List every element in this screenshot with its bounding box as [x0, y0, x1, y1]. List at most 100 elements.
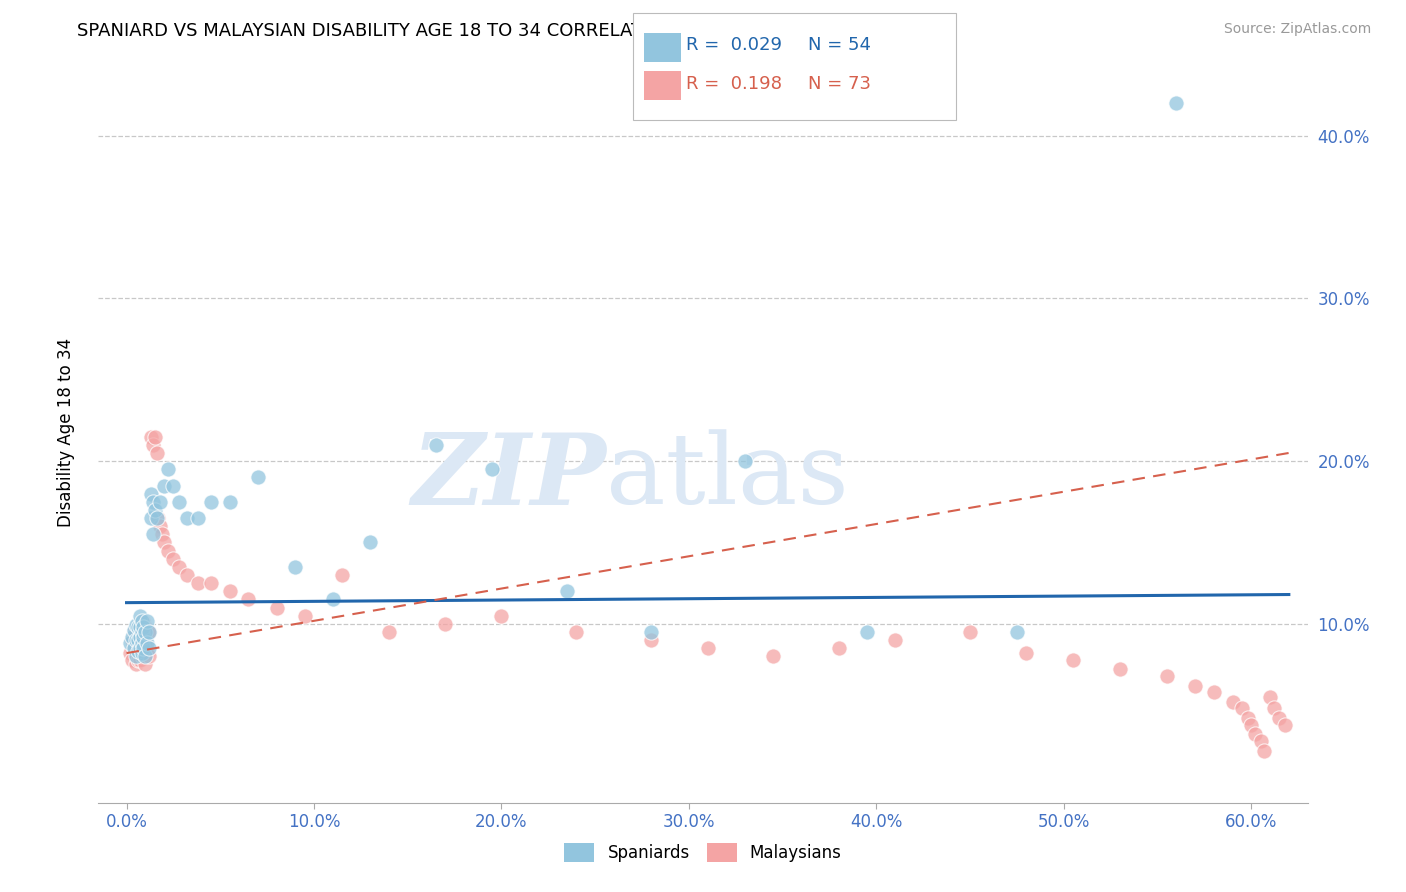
Point: [491, 608, 513, 623]
Point: [128, 636, 150, 650]
Point: [131, 614, 153, 628]
Point: [127, 636, 149, 650]
Point: [640, 624, 662, 639]
Point: [122, 624, 145, 639]
Point: [156, 462, 179, 476]
Point: [139, 430, 162, 444]
Point: [131, 624, 153, 639]
Point: [125, 624, 148, 639]
Point: [156, 543, 179, 558]
Point: [127, 644, 149, 658]
Point: [122, 641, 145, 656]
Point: [148, 511, 170, 525]
Point: [134, 657, 156, 672]
Point: [1109, 662, 1132, 676]
Legend: Spaniards, Malaysians: Spaniards, Malaysians: [558, 836, 848, 869]
Point: [121, 630, 143, 644]
Point: [143, 503, 166, 517]
Point: [187, 576, 209, 591]
Point: [149, 495, 172, 509]
Point: [1230, 701, 1253, 715]
Point: [138, 649, 160, 664]
Point: [150, 527, 173, 541]
Point: [128, 641, 150, 656]
Point: [1236, 711, 1258, 725]
Point: [200, 576, 222, 591]
Point: [122, 641, 145, 656]
Point: [142, 495, 165, 509]
Point: [1253, 744, 1275, 758]
Point: [153, 535, 176, 549]
Point: [132, 614, 155, 628]
Point: [856, 624, 879, 639]
Point: [640, 633, 662, 648]
Point: [153, 478, 176, 492]
Point: [121, 633, 143, 648]
Point: [322, 592, 344, 607]
Point: [565, 624, 588, 639]
Point: [127, 620, 149, 634]
Point: [131, 636, 153, 650]
Point: [134, 636, 156, 650]
Point: [1015, 646, 1038, 660]
Point: [136, 614, 159, 628]
Point: [294, 608, 316, 623]
Point: [481, 462, 503, 476]
Text: N = 73: N = 73: [808, 75, 872, 93]
Point: [434, 616, 457, 631]
Point: [128, 630, 150, 644]
Point: [122, 624, 145, 638]
Point: [1244, 727, 1267, 741]
Point: [284, 559, 307, 574]
Point: [167, 559, 190, 574]
Point: [132, 630, 155, 644]
Point: [162, 551, 184, 566]
Point: [238, 592, 260, 607]
Point: [1240, 717, 1263, 731]
Point: [187, 511, 209, 525]
Point: [330, 568, 353, 582]
Point: [145, 511, 167, 525]
Point: [125, 641, 148, 656]
Point: [246, 470, 269, 484]
Point: [218, 495, 240, 509]
Point: [378, 624, 401, 639]
Point: [1250, 734, 1272, 748]
Point: [266, 600, 288, 615]
Text: SPANIARD VS MALAYSIAN DISABILITY AGE 18 TO 34 CORRELATION CHART: SPANIARD VS MALAYSIAN DISABILITY AGE 18 …: [77, 22, 742, 40]
Point: [136, 646, 159, 660]
Point: [138, 624, 160, 639]
Point: [132, 620, 155, 634]
Text: Source: ZipAtlas.com: Source: ZipAtlas.com: [1223, 22, 1371, 37]
Point: [134, 620, 156, 634]
Point: [139, 486, 162, 500]
Point: [1184, 679, 1206, 693]
Point: [425, 438, 447, 452]
Point: [131, 633, 153, 648]
Point: [149, 519, 172, 533]
Point: [143, 430, 166, 444]
Point: [1274, 717, 1296, 731]
Point: [127, 633, 149, 648]
Point: [136, 636, 159, 650]
Point: [828, 641, 851, 656]
Point: [127, 620, 149, 634]
Point: [125, 633, 148, 648]
Point: [1166, 96, 1188, 111]
Point: [1005, 624, 1028, 639]
Point: [120, 646, 142, 660]
Text: N = 54: N = 54: [808, 37, 872, 54]
Text: atlas: atlas: [606, 429, 849, 524]
Point: [134, 624, 156, 639]
Text: R =  0.029: R = 0.029: [686, 37, 782, 54]
Point: [134, 649, 156, 664]
Point: [127, 652, 149, 666]
Point: [167, 495, 190, 509]
Point: [145, 446, 167, 460]
Point: [1222, 695, 1244, 709]
Point: [555, 584, 578, 599]
Point: [131, 649, 153, 664]
Point: [131, 616, 153, 631]
Point: [128, 620, 150, 634]
Text: ZIP: ZIP: [412, 429, 606, 525]
